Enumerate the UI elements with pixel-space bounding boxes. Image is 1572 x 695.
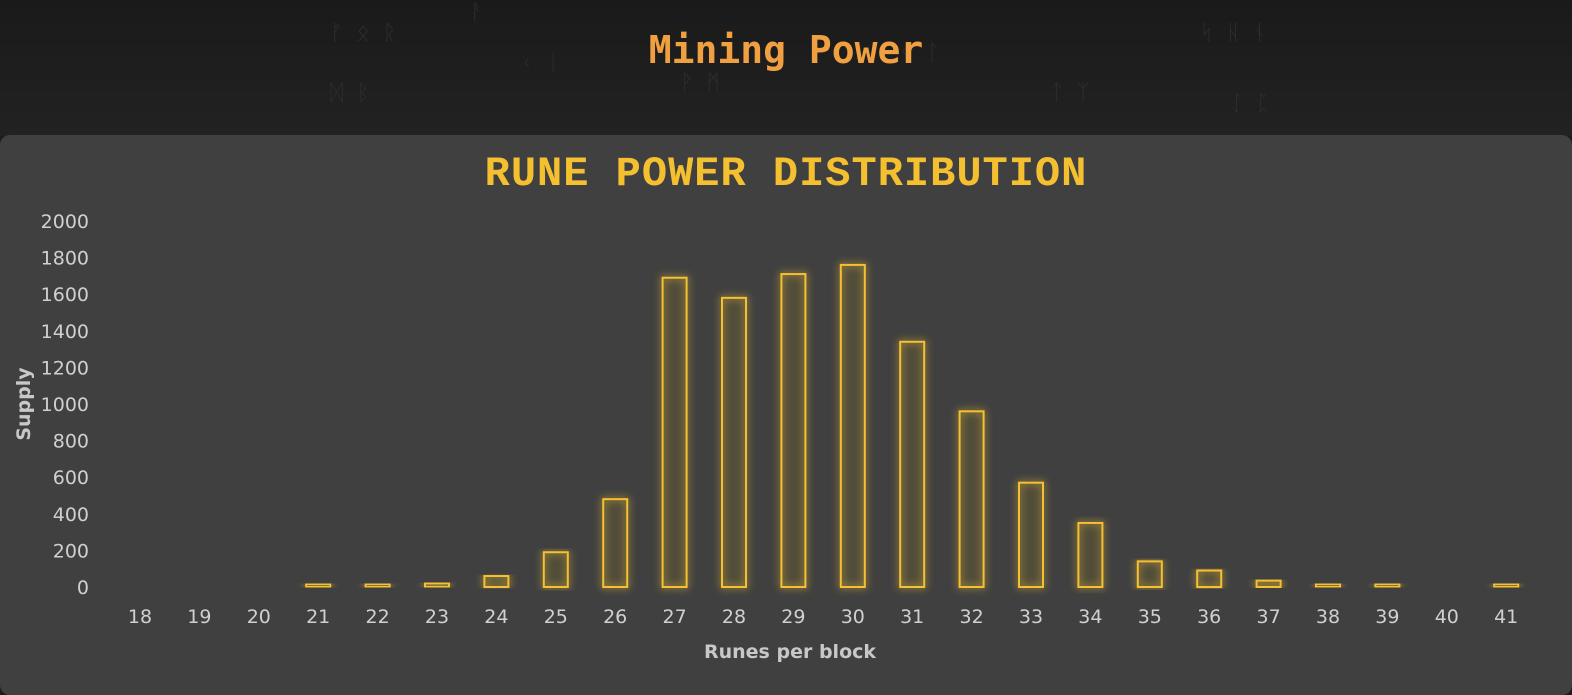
bar-23 [424,582,450,589]
svg-text:ᛜ ᛚ: ᛜ ᛚ [900,41,940,66]
svg-text:ᛏ ᛉ: ᛏ ᛉ [1050,81,1090,106]
bar-35 [1136,560,1163,589]
x-tick-label: 23 [425,606,449,628]
bar-34 [1077,521,1104,589]
y-tick-label: 1400 [41,321,89,343]
bar-33 [1018,481,1044,588]
bar-36 [1196,569,1223,589]
x-tick-label: 26 [603,606,627,628]
y-tick-label: 200 [53,540,89,562]
y-tick-label: 1600 [41,284,89,306]
svg-text:ᚹ ᛗ: ᚹ ᛗ [680,71,720,96]
y-tick-label: 1800 [41,248,89,270]
y-tick-label: 400 [53,504,89,526]
bar-41 [1493,583,1520,588]
y-axis-label: Supply [13,367,35,441]
bar-chart: 0 200 400 600 800 1000 1200 1400 1600 1800 2000 18… [13,211,1520,663]
svg-text:ᚲ ᛁ: ᚲ ᛁ [520,51,560,76]
bar-25 [542,551,569,588]
x-tick-label: 39 [1375,606,1399,628]
svg-text:ᛞ ᛒ: ᛞ ᛒ [330,81,370,106]
y-tick-label: 2000 [41,211,89,233]
x-tick-label: 28 [722,606,746,628]
svg-text:ᚠ ᛟ ᚱ: ᚠ ᛟ ᚱ [330,21,396,46]
x-tick-label: 34 [1078,606,1102,628]
rune-pattern-decoration: ᚠ ᛟ ᚱ ᛞ ᛒ ᚨ ᚲ ᛁ ᚹ ᛗ ᛜ ᛚ ᛏ ᛉ ᛋ ᚺ ᚾ ᛇ ᛈ [330,1,1270,116]
bar-30 [839,263,866,588]
chart-title: RUNE POWER DISTRIBUTION [484,150,1088,198]
x-tick-label: 19 [187,606,211,628]
bar-24 [483,575,510,589]
bar-27 [661,276,688,588]
x-tick-label: 40 [1435,606,1459,628]
y-tick-label: 0 [77,577,89,599]
bar-29 [780,273,807,588]
bar-37 [1255,579,1282,588]
x-tick-label: 20 [247,606,271,628]
x-tick-label: 36 [1197,606,1221,628]
bars [305,263,1520,589]
bar-31 [899,340,926,588]
x-tick-label: 18 [128,606,152,628]
bar-28 [721,296,747,588]
svg-text:ᚨ: ᚨ [470,1,483,26]
x-tick-label: 25 [544,606,568,628]
x-tick-label: 31 [900,606,924,628]
svg-text:ᛇ ᛈ: ᛇ ᛈ [1230,91,1270,116]
bar-38 [1315,583,1341,588]
x-tick-label: 41 [1494,606,1518,628]
bar-32 [958,410,985,588]
bar-26 [602,498,629,588]
x-tick-label: 22 [366,606,390,628]
x-tick-label: 38 [1316,606,1340,628]
svg-text:ᛋ ᚺ ᚾ: ᛋ ᚺ ᚾ [1200,21,1266,46]
bar-39 [1374,583,1401,588]
y-axis-ticks: 0 200 400 600 800 1000 1200 1400 1600 1800 2000 [41,211,89,599]
x-tick-label: 21 [306,606,330,628]
x-tick-label: 29 [781,606,805,628]
x-tick-label: 35 [1138,606,1162,628]
page-title: Mining Power [648,28,924,72]
x-tick-label: 24 [484,606,508,628]
y-tick-label: 800 [53,431,89,453]
x-tick-label: 27 [663,606,687,628]
y-tick-label: 600 [53,467,89,489]
bar-21 [305,583,332,588]
x-axis-ticks: 18 19 20 21 22 23 24 25 26 27 28 29 30 31 32 33 34 35 36 37… [128,606,1518,628]
x-tick-label: 30 [841,606,865,628]
x-tick-label: 32 [960,606,984,628]
y-tick-label: 1000 [41,394,89,416]
header-banner: ᚠ ᛟ ᚱ ᛞ ᛒ ᚨ ᚲ ᛁ ᚹ ᛗ ᛜ ᛚ ᛏ ᛉ ᛋ ᚺ ᚾ ᛇ ᛈ Mi… [0,0,1572,136]
x-tick-label: 33 [1019,606,1043,628]
x-tick-label: 37 [1257,606,1281,628]
x-axis-label: Runes per block [704,641,876,663]
bar-22 [364,583,391,588]
y-tick-label: 1200 [41,357,89,379]
